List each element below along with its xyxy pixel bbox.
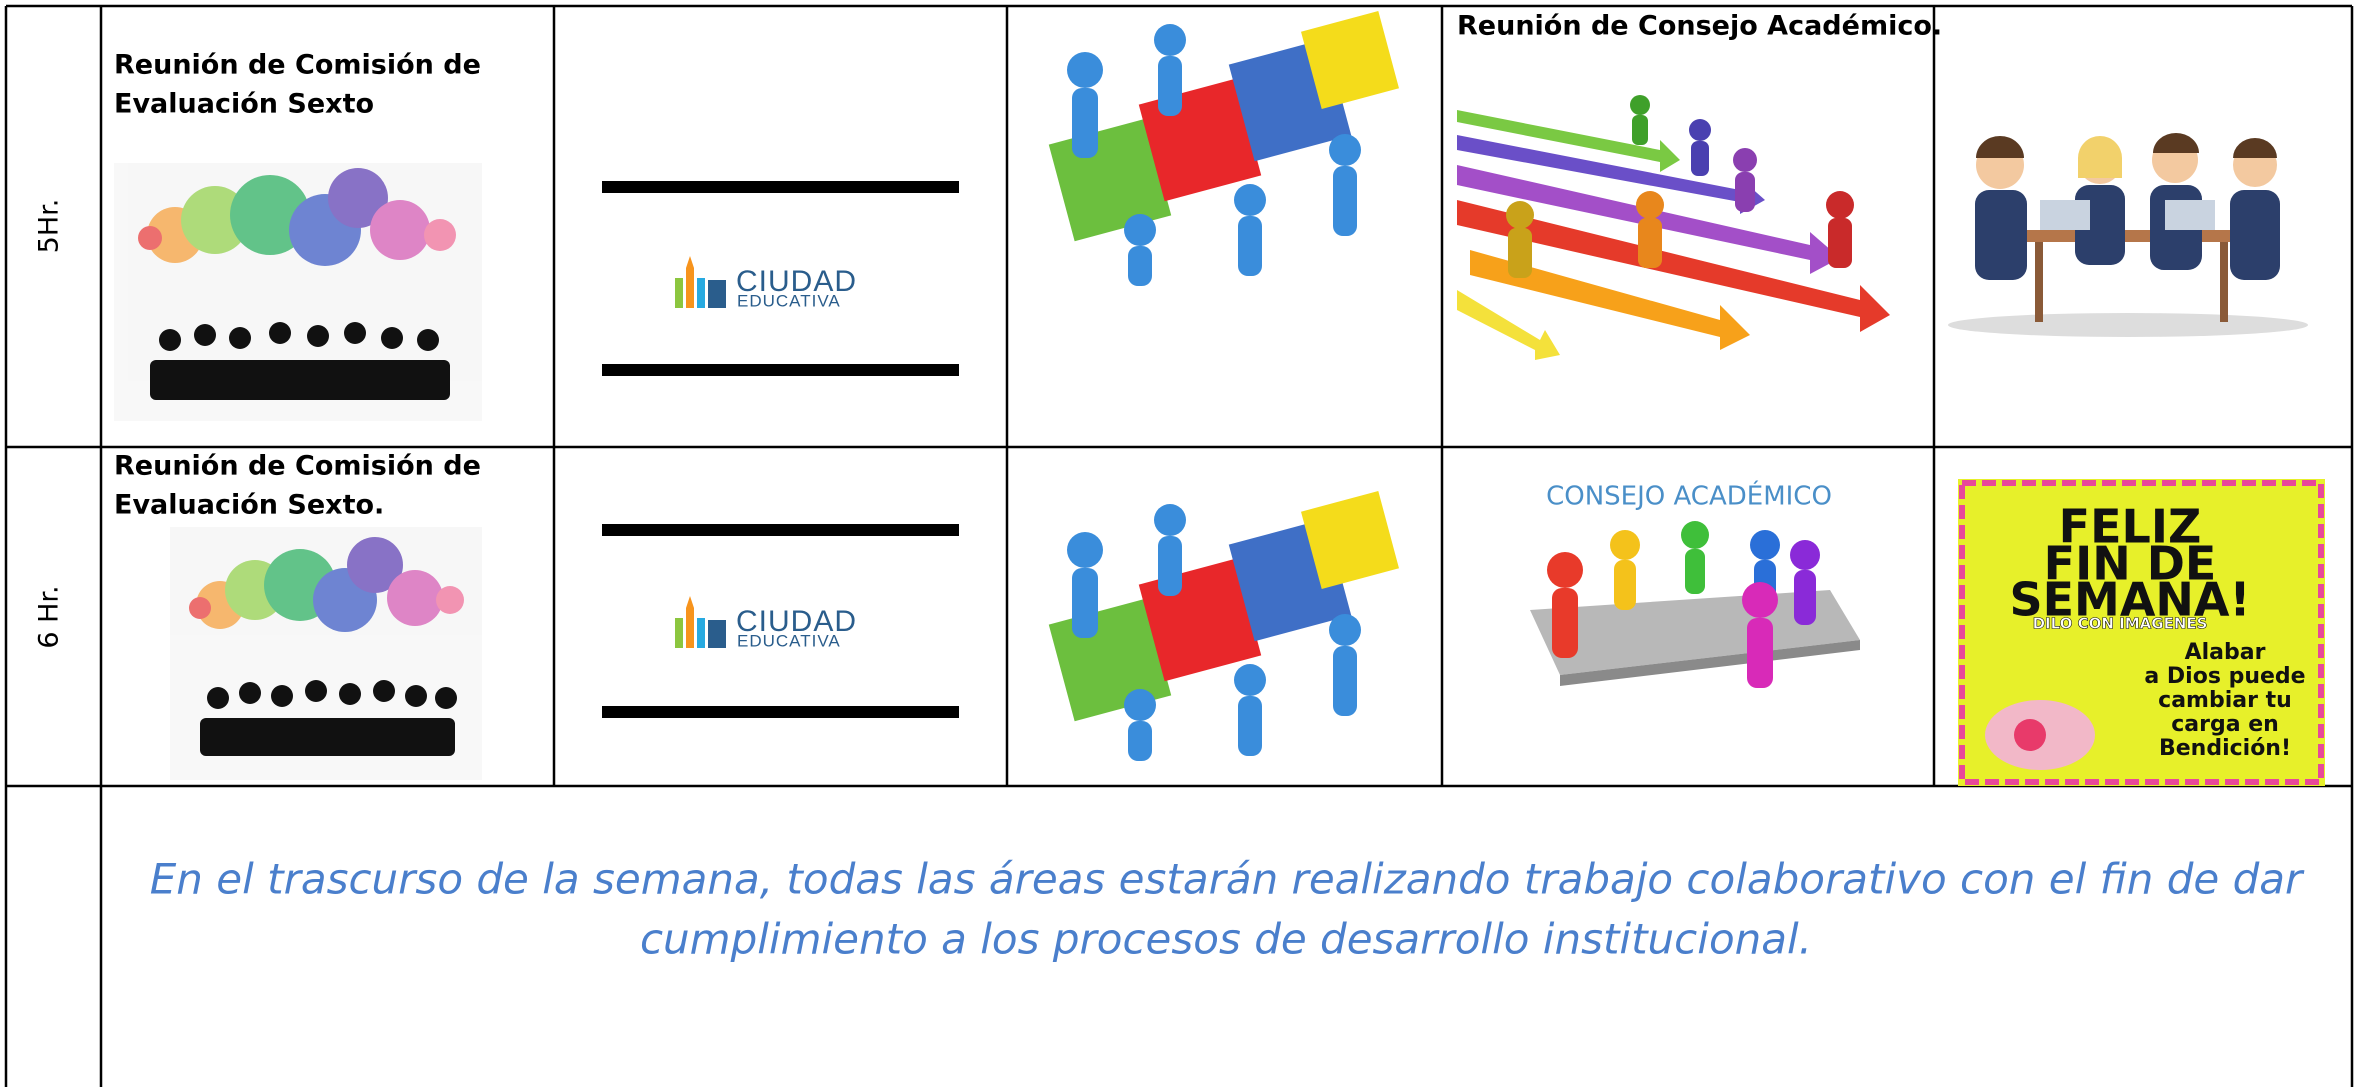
cell-title: Reunión de Consejo Académico. xyxy=(1457,11,1942,42)
silhouettes xyxy=(150,322,450,400)
poster-message: cambiar tu xyxy=(2158,688,2292,713)
period-label: 5Hr. xyxy=(34,199,65,254)
silhouettes xyxy=(200,680,457,756)
logo-text: CIUDAD xyxy=(736,605,857,638)
divider xyxy=(602,706,959,718)
cell-title: Evaluación Sexto xyxy=(114,89,374,120)
poster-heading: SEMANA! xyxy=(2009,573,2250,627)
poster-message: Alabar xyxy=(2185,640,2266,665)
logo-icon xyxy=(675,256,726,308)
poster-message: Bendición! xyxy=(2159,736,2291,761)
office-meeting-illustration xyxy=(1948,133,2308,337)
puzzle-illustration xyxy=(1048,11,1399,286)
logo-text: EDUCATIVA xyxy=(737,291,841,310)
poster-message: a Dios puede xyxy=(2144,664,2305,689)
poster-heading: FELIZ xyxy=(2059,500,2202,554)
puzzle-illustration xyxy=(1048,491,1399,761)
divider xyxy=(602,524,959,536)
poster-message: carga en xyxy=(2171,712,2279,737)
cell-title: Evaluación Sexto. xyxy=(114,490,384,521)
council-illustration xyxy=(1530,521,1860,688)
poster-heading: FIN DE xyxy=(2044,537,2217,591)
greeting-poster xyxy=(1958,479,2325,786)
poster-title: CONSEJO ACADÉMICO xyxy=(1546,480,1832,512)
note-text: En el trascurso de la semana, todas las … xyxy=(150,855,2305,904)
arrows-illustration xyxy=(1457,95,1890,360)
cell-title: Reunión de Comisión de xyxy=(114,451,481,482)
poster-subtitle: DILO CON IMAGENES xyxy=(2033,615,2208,633)
table-grid xyxy=(4,4,2354,1087)
cell-title: Reunión de Comisión de xyxy=(114,50,481,81)
logo-text: EDUCATIVA xyxy=(737,631,841,650)
divider xyxy=(602,364,959,376)
logo-icon xyxy=(675,596,726,648)
note-text: cumplimiento a los procesos de desarroll… xyxy=(640,915,1812,964)
period-label: 6 Hr. xyxy=(34,585,65,648)
divider xyxy=(602,181,959,193)
logo-text: CIUDAD xyxy=(736,265,857,298)
